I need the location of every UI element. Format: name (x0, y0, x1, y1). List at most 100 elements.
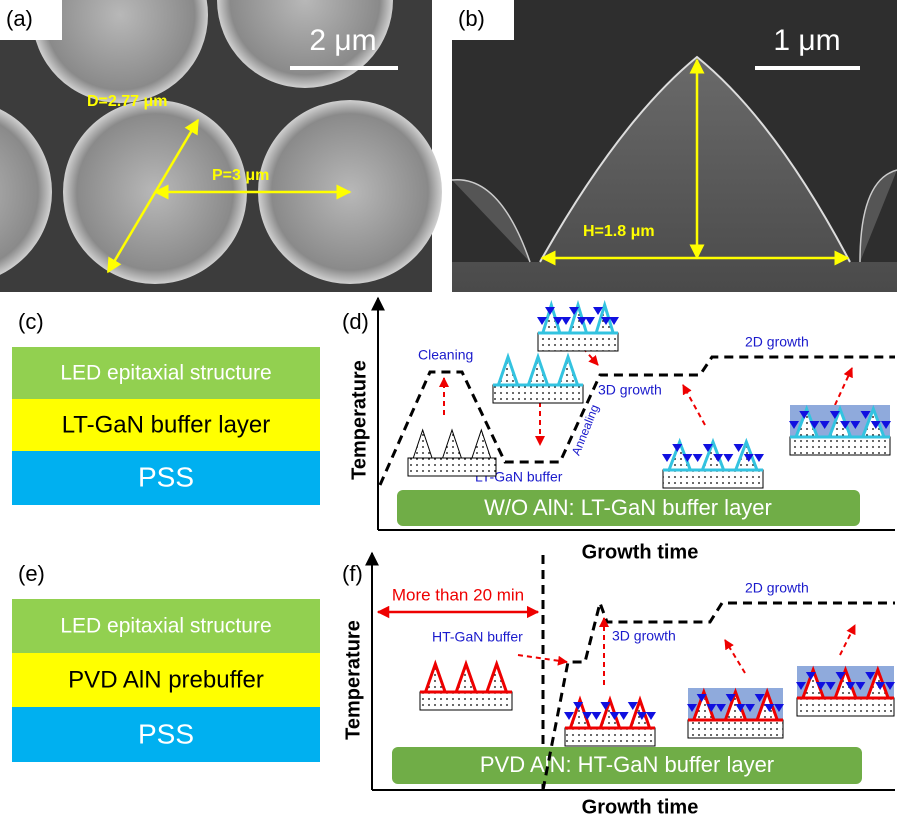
annotation: Cleaning (418, 347, 473, 363)
cone (454, 659, 478, 694)
island (870, 421, 881, 429)
temperature-profile (541, 597, 895, 791)
island (845, 682, 856, 690)
island (745, 704, 755, 712)
island (582, 712, 593, 720)
y-axis-label: Temperature (348, 360, 370, 480)
layer-label: PVD AlN prebuffer (68, 666, 264, 693)
annotation: More than 20 min (392, 585, 524, 604)
cone-edge (539, 55, 851, 263)
annotation: 2D growth (745, 580, 809, 596)
island (805, 672, 816, 680)
neighbor-cone (451, 169, 897, 263)
layer (12, 707, 320, 762)
cone (556, 352, 580, 387)
island (593, 307, 603, 315)
layer (12, 399, 320, 451)
cone (441, 428, 463, 459)
scale-text: 1 μm (773, 24, 840, 57)
island (875, 682, 886, 690)
annotation: HT-GaN buffer (432, 629, 523, 645)
island (577, 317, 587, 325)
x-axis-label: Growth time (582, 796, 699, 818)
substrate (662, 469, 764, 489)
island (733, 444, 744, 452)
island (796, 682, 806, 690)
y-axis-label: Temperature (342, 620, 364, 740)
panel-d: (d) Temperature Growth time W/O AlN: LT-… (342, 296, 895, 563)
annotation: 3D growth (598, 382, 662, 398)
island (881, 421, 891, 429)
panel-label: (f) (342, 561, 363, 586)
island (627, 702, 638, 710)
island (743, 454, 754, 462)
island (618, 712, 629, 720)
substrate (492, 384, 584, 404)
substrate (687, 719, 784, 739)
substrate (796, 697, 895, 717)
island (809, 421, 820, 429)
layer-label: LED epitaxial structure (60, 615, 271, 638)
island (885, 682, 895, 690)
pointer (834, 367, 853, 406)
substrate (789, 436, 891, 456)
island (696, 694, 707, 702)
island (789, 421, 799, 429)
layer (12, 599, 320, 653)
cone (412, 428, 433, 459)
island (609, 317, 619, 325)
annotation: 3D growth (612, 628, 676, 644)
panel-b: (b) 1 μm H=1.8 μm (451, 0, 897, 292)
panel-label: (d) (342, 309, 369, 334)
pointer (682, 384, 706, 426)
dome (0, 109, 52, 275)
schematic (564, 695, 656, 747)
schematic (407, 428, 497, 477)
cone (484, 659, 509, 694)
island (754, 454, 764, 462)
island (553, 317, 563, 325)
panel-a: (a) 2 μm D=2.77 μm P=3 μm (0, 0, 442, 292)
schematic (687, 687, 784, 739)
substrate (407, 457, 497, 477)
annotation: 2D growth (745, 334, 809, 350)
label-bg (0, 0, 62, 40)
schematic (537, 299, 619, 352)
layer-label: LED epitaxial structure (60, 362, 271, 385)
banner (397, 490, 860, 526)
schematic (419, 659, 513, 711)
label-bg (452, 0, 514, 40)
schematic (796, 665, 895, 717)
scale-text: 2 μm (309, 24, 376, 57)
island (561, 317, 571, 325)
cone (471, 428, 492, 459)
panel-f: (f) Temperature Growth time PVD AlN: HT-… (342, 551, 895, 818)
island (692, 454, 703, 462)
island (600, 702, 611, 710)
cone (452, 57, 897, 292)
island (609, 712, 620, 720)
island (764, 704, 775, 712)
island (825, 682, 836, 690)
schematic (789, 404, 891, 456)
layer (12, 653, 320, 707)
layer-label: PSS (138, 718, 194, 749)
panel-e: (e) LED epitaxial structure PVD AlN preb… (12, 561, 320, 762)
island (662, 454, 672, 462)
panel-label: (c) (18, 309, 44, 334)
panel-label: (e) (18, 561, 45, 586)
panel-label: (b) (458, 6, 485, 31)
substrate (537, 332, 619, 352)
island (840, 421, 851, 429)
island (573, 702, 584, 710)
pitch-label: P=3 μm (212, 167, 269, 184)
pointer (724, 639, 746, 674)
island (725, 694, 736, 702)
substrate (419, 691, 513, 711)
cone (496, 352, 520, 387)
dome (217, 0, 393, 88)
island (682, 454, 693, 462)
